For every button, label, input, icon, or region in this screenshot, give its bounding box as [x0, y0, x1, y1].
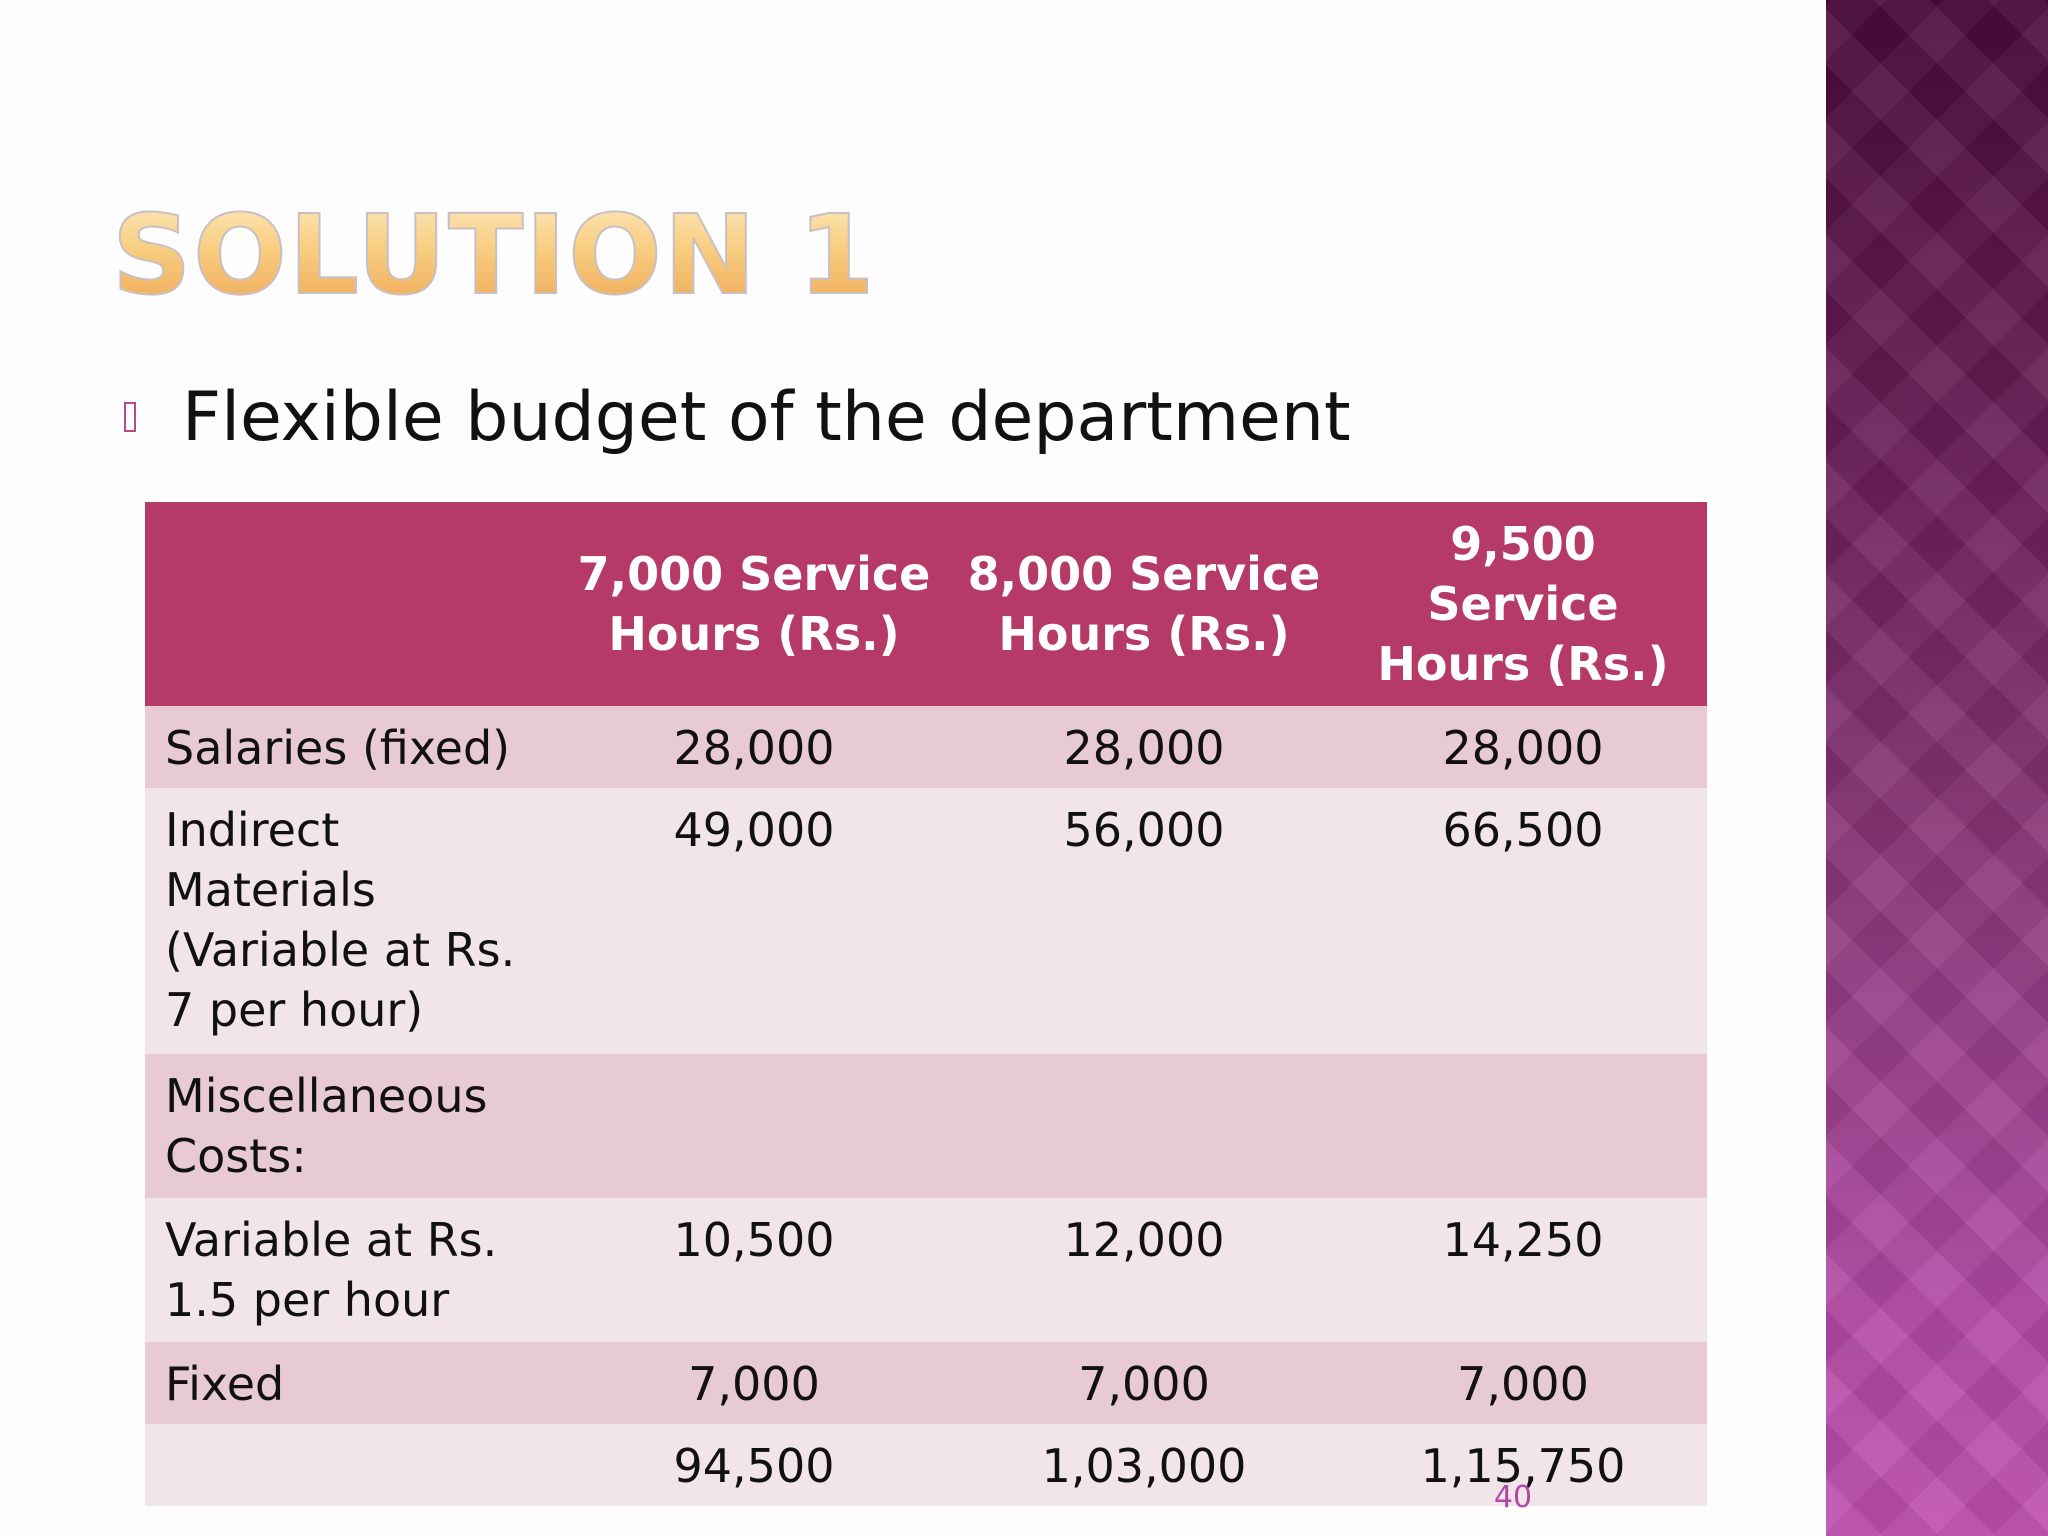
total-value: 94,500: [559, 1424, 949, 1506]
cell-value: 66,500: [1339, 788, 1707, 1054]
table-row: Miscellaneous Costs:: [145, 1054, 1707, 1198]
cell-value: 12,000: [949, 1198, 1339, 1342]
row-label: [145, 1424, 559, 1506]
header-cell-8000-hours: 8,000 Service Hours (Rs.): [949, 502, 1339, 706]
cell-value: 7,000: [1339, 1342, 1707, 1424]
decorative-side-band: [1826, 0, 2048, 1536]
row-label: Indirect Materials (Variable at Rs. 7 pe…: [145, 788, 559, 1054]
cell-value: 49,000: [559, 788, 949, 1054]
table-row: Indirect Materials (Variable at Rs. 7 pe…: [145, 788, 1707, 1054]
table-row: Fixed 7,000 7,000 7,000: [145, 1342, 1707, 1424]
row-label: Variable at Rs. 1.5 per hour: [145, 1198, 559, 1342]
bullet-icon: [124, 402, 136, 432]
table-row: Variable at Rs. 1.5 per hour 10,500 12,0…: [145, 1198, 1707, 1342]
flexible-budget-table: 7,000 Service Hours (Rs.) 8,000 Service …: [145, 502, 1707, 1506]
cell-value: 10,500: [559, 1198, 949, 1342]
slide-title: SOLUTION 1: [111, 191, 877, 319]
cell-value: 28,000: [1339, 706, 1707, 788]
table-header-row: 7,000 Service Hours (Rs.) 8,000 Service …: [145, 502, 1707, 706]
row-label: Salaries (fixed): [145, 706, 559, 788]
page-number: 40: [1493, 1480, 1533, 1515]
total-value: 1,15,750: [1339, 1424, 1707, 1506]
cell-value: [949, 1054, 1339, 1198]
cell-value: 56,000: [949, 788, 1339, 1054]
row-label: Miscellaneous Costs:: [145, 1054, 559, 1198]
cell-value: 7,000: [559, 1342, 949, 1424]
row-label: Fixed: [145, 1342, 559, 1424]
cell-value: [559, 1054, 949, 1198]
header-cell-blank: [145, 502, 559, 706]
cell-value: 28,000: [559, 706, 949, 788]
bullet-item: Flexible budget of the department: [124, 372, 1351, 462]
header-cell-7000-hours: 7,000 Service Hours (Rs.): [559, 502, 949, 706]
header-cell-9500-hours: 9,500 Service Hours (Rs.): [1339, 502, 1707, 706]
cell-value: [1339, 1054, 1707, 1198]
table-row: Salaries (fixed) 28,000 28,000 28,000: [145, 706, 1707, 788]
cell-value: 14,250: [1339, 1198, 1707, 1342]
table-total-row: 94,500 1,03,000 1,15,750: [145, 1424, 1707, 1506]
total-value: 1,03,000: [949, 1424, 1339, 1506]
cell-value: 28,000: [949, 706, 1339, 788]
bullet-text: Flexible budget of the department: [182, 377, 1351, 457]
cell-value: 7,000: [949, 1342, 1339, 1424]
